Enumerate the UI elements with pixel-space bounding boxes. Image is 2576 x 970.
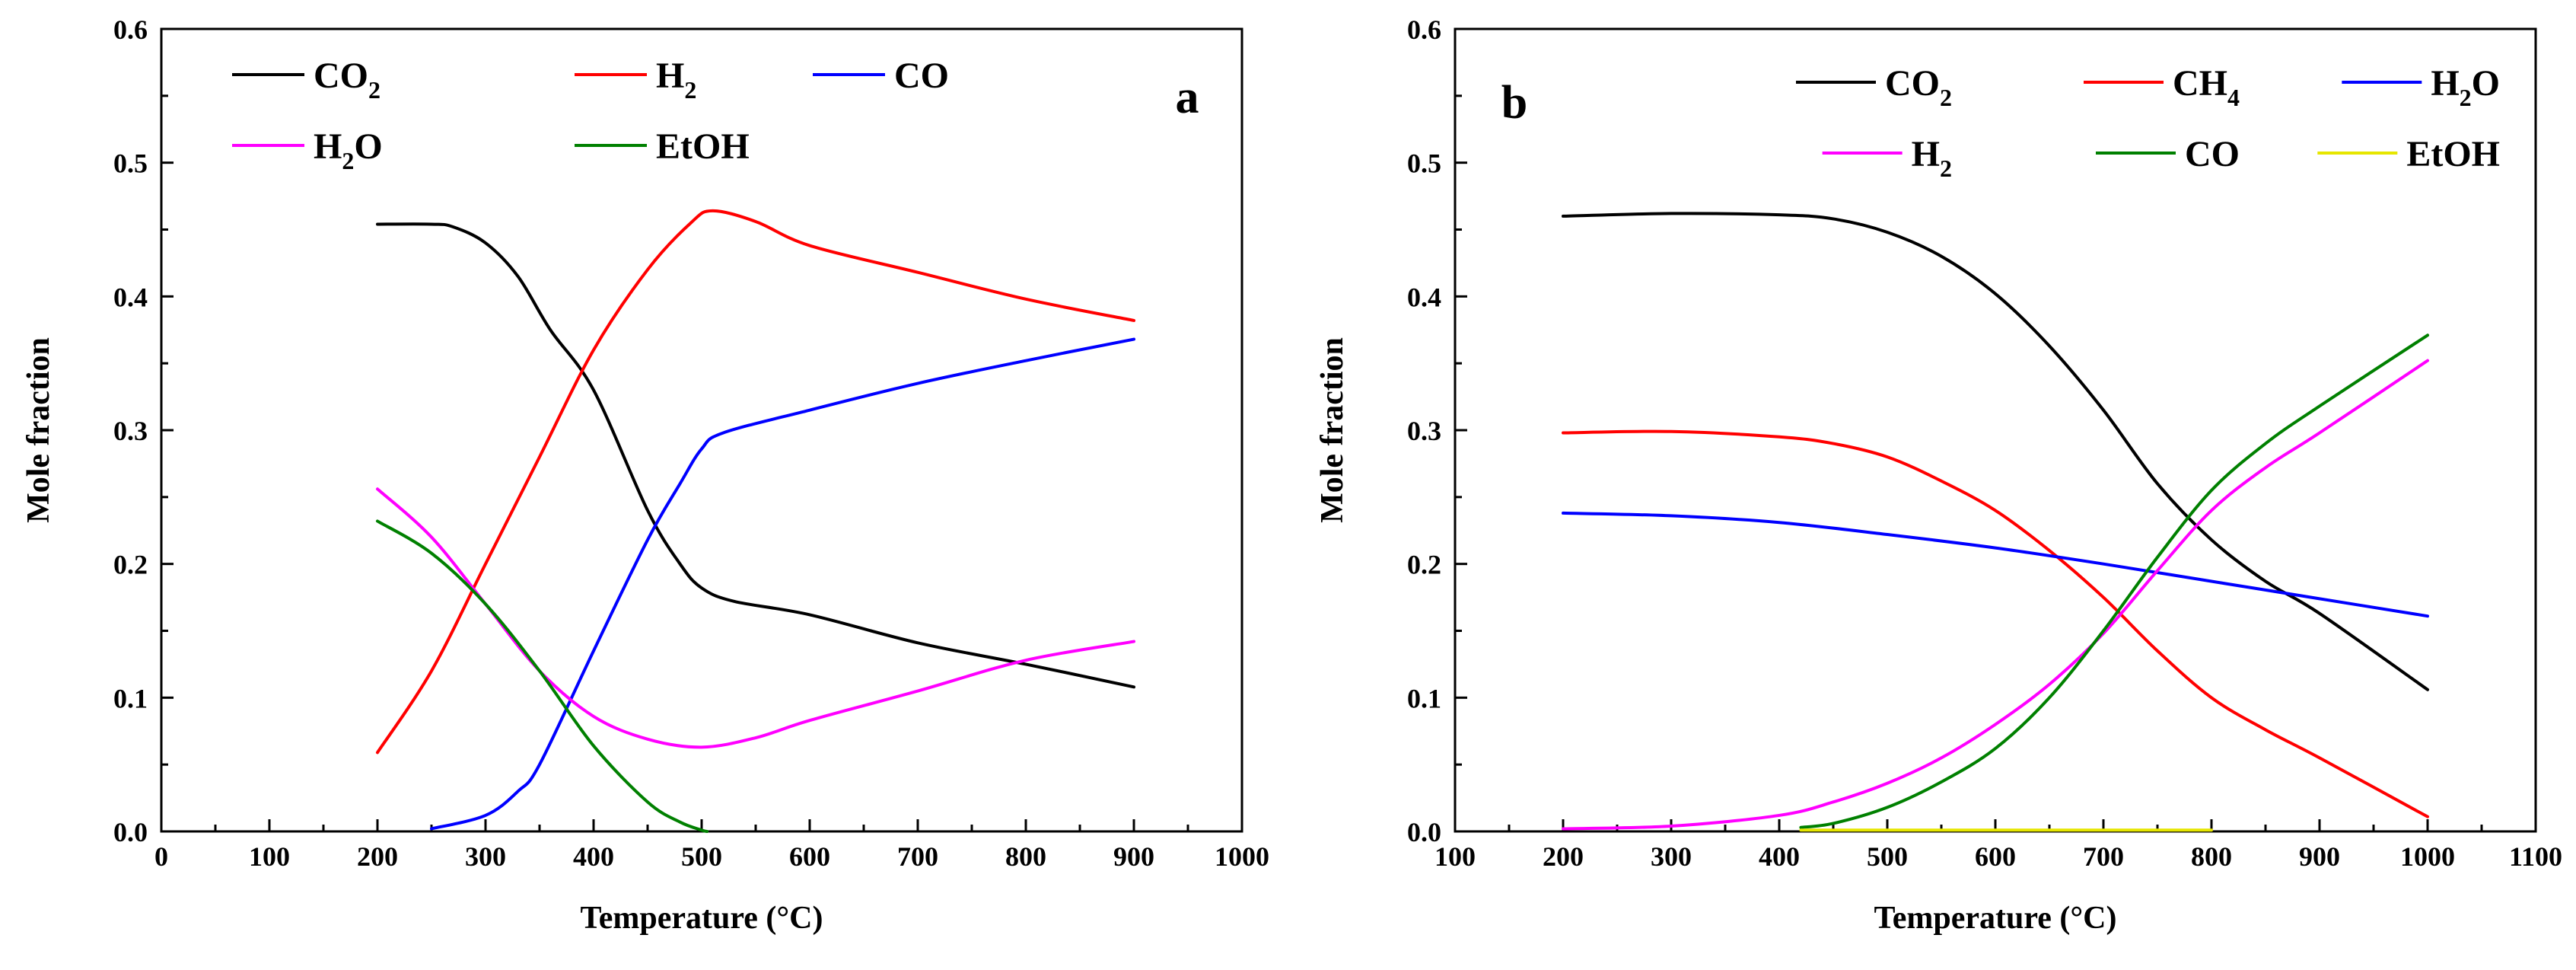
- x-tick-label: 900: [1113, 841, 1154, 872]
- legend-label-etoh: EtOH: [2406, 134, 2500, 174]
- y-tick-label: 0.1: [1407, 683, 1441, 713]
- series-line-etoh: [376, 519, 709, 833]
- x-tick-label: 700: [897, 841, 938, 872]
- legend-label-subscript: 2: [342, 147, 354, 174]
- legend-label-main: CO: [894, 56, 949, 96]
- legend-label-main: H: [656, 56, 684, 96]
- legend-label-co2: CO2: [1885, 63, 1952, 111]
- x-axis-title: Temperature (°C): [1874, 901, 2117, 936]
- legend-label-main: CO: [314, 56, 368, 96]
- x-tick-label: 500: [681, 841, 722, 872]
- y-axis-title: Mole fraction: [1315, 337, 1350, 523]
- y-tick-label: 0.2: [113, 550, 148, 580]
- y-tick-label: 0.5: [1407, 148, 1441, 179]
- x-tick-label: 100: [249, 841, 290, 872]
- y-tick-label: 0.0: [113, 817, 148, 847]
- y-tick-label: 0.3: [1407, 416, 1441, 446]
- legend-label-main: H: [314, 126, 342, 167]
- chart-panel-b: 100 200 300 400 500 600 700 800 900 1000 1100 0.0 0.…: [1315, 14, 2562, 936]
- legend-label-h2: H2: [1912, 134, 1952, 182]
- legend-label-tail: O: [2472, 63, 2500, 104]
- x-tick-label: 1100: [2509, 841, 2562, 872]
- panel-letter: b: [1501, 77, 1527, 129]
- x-axis-title: Temperature (°C): [581, 901, 823, 936]
- legend-label-h2o: H2O: [314, 126, 383, 174]
- legend-label-main: CO: [1885, 63, 1940, 104]
- legend-label-co: CO: [894, 56, 949, 96]
- x-tick-label: 400: [1759, 841, 1800, 872]
- x-tick-label: 500: [1867, 841, 1908, 872]
- x-tick-label: 100: [1434, 841, 1476, 872]
- x-tick-label: 1000: [2400, 841, 2455, 872]
- legend-label-subscript: 2: [2460, 84, 2472, 111]
- x-tick-label: 300: [465, 841, 506, 872]
- legend-label-main: EtOH: [2406, 134, 2500, 174]
- x-tick-label: 200: [357, 841, 398, 872]
- legend-label-subscript: 2: [1940, 84, 1952, 111]
- legend-label-main: H: [2431, 63, 2459, 104]
- y-tick-label: 0.0: [1407, 817, 1441, 847]
- legend-label-main: H: [1912, 134, 1940, 174]
- panel-letter: a: [1176, 72, 1199, 123]
- y-tick-label: 0.2: [1407, 550, 1441, 580]
- plot-frame: [1454, 27, 2537, 833]
- x-tick-label: 600: [1975, 841, 2016, 872]
- x-tick-label: 300: [1651, 841, 1692, 872]
- legend-label-subscript: 4: [2227, 84, 2240, 111]
- legend-label-ch4: CH4: [2173, 63, 2240, 111]
- legend-label-main: EtOH: [656, 126, 750, 167]
- series-line-h2o: [1562, 511, 2429, 618]
- series-line-co: [1799, 333, 2429, 829]
- series-line-h2o: [376, 487, 1135, 749]
- x-tick-label: 200: [1543, 841, 1584, 872]
- y-tick-label: 0.4: [113, 282, 148, 312]
- x-tick-label: 900: [2299, 841, 2340, 872]
- legend-label-subscript: 2: [684, 76, 696, 104]
- legend-label-tail: O: [354, 126, 382, 167]
- legend-label-main: CO: [2185, 134, 2240, 174]
- x-tick-label: 600: [789, 841, 830, 872]
- y-tick-label: 0.4: [1407, 282, 1441, 312]
- legend-label-co: CO: [2185, 134, 2240, 174]
- legend-label-subscript: 2: [1940, 155, 1952, 182]
- x-tick-label: 800: [1005, 841, 1046, 872]
- legend-label-co2: CO2: [314, 56, 381, 104]
- x-tick-label: 700: [2083, 841, 2124, 872]
- series-line-h2: [376, 209, 1135, 755]
- series-line-h2: [1562, 359, 2429, 831]
- y-tick-label: 0.6: [1407, 14, 1441, 45]
- series-line-co2: [1562, 212, 2429, 691]
- x-tick-label: 800: [2191, 841, 2232, 872]
- x-tick-label: 1000: [1215, 841, 1269, 872]
- y-tick-label: 0.5: [113, 148, 148, 179]
- series-line-co: [430, 337, 1135, 831]
- y-tick-label: 0.3: [113, 416, 148, 446]
- legend-label-h2: H2: [656, 56, 696, 104]
- legend-label-h2o: H2O: [2431, 63, 2500, 111]
- legend-label-subscript: 2: [368, 76, 381, 104]
- series-line-co2: [376, 222, 1135, 689]
- x-tick-label: 400: [573, 841, 614, 872]
- y-tick-label: 0.1: [113, 683, 148, 713]
- legend-label-main: CH: [2173, 63, 2227, 104]
- y-tick-label: 0.6: [113, 14, 148, 45]
- x-tick-label: 0: [154, 841, 168, 872]
- y-axis-title: Mole fraction: [21, 337, 56, 523]
- chart-panel-a: 0 100 200 300 400 500 600 700 800 900 1000 0.0 0.1 0.…: [21, 14, 1269, 936]
- series-line-ch4: [1562, 429, 2429, 818]
- legend-label-etoh: EtOH: [656, 126, 750, 167]
